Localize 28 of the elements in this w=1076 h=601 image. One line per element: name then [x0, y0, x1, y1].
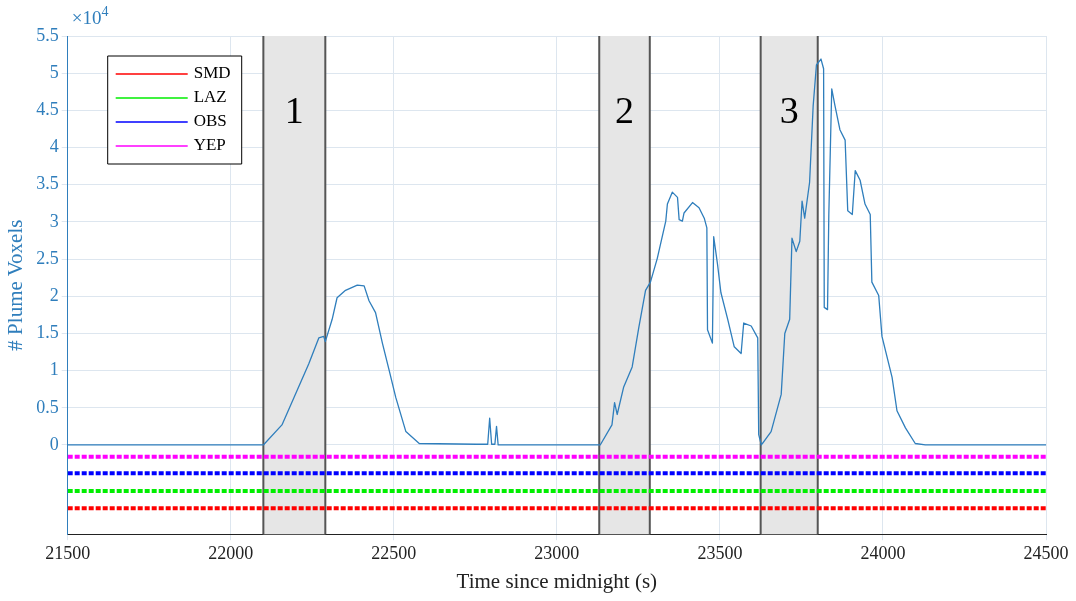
- x-tick-label: 23000: [534, 542, 580, 563]
- x-axis-title: Time since midnight (s): [456, 568, 658, 593]
- y-tick-label: 1: [49, 359, 59, 380]
- y-tick-label: 5: [49, 61, 59, 82]
- y-tick-label: 4: [49, 136, 59, 157]
- y-tick-label: 2: [49, 284, 59, 305]
- band-label: 3: [779, 88, 799, 131]
- x-tick-label: 24000: [860, 542, 906, 563]
- x-tick-label: 24500: [1023, 542, 1069, 563]
- y-tick-label: 3: [49, 210, 59, 231]
- y-tick-label: 3.5: [36, 173, 59, 194]
- legend-label: OBS: [193, 111, 227, 131]
- x-tick-label: 22000: [208, 542, 254, 563]
- legend-label: SMD: [193, 63, 231, 83]
- y-tick-label: 4.5: [36, 99, 59, 120]
- x-tick-label: 23500: [697, 542, 743, 563]
- x-tick-label: 21500: [45, 542, 91, 563]
- x-tick-label: 22500: [371, 542, 417, 563]
- band-label: 1: [284, 88, 304, 131]
- legend-label: YEP: [193, 135, 226, 155]
- band-label: 2: [615, 88, 635, 131]
- y-tick-label: 0: [49, 433, 59, 454]
- y-axis-title: # Plume Voxels: [3, 219, 28, 351]
- y-tick-label: 5.5: [36, 24, 59, 45]
- legend-label: LAZ: [193, 87, 227, 107]
- y-tick-label: 0.5: [36, 396, 59, 417]
- y-tick-label: 1.5: [36, 322, 59, 343]
- y-tick-label: 2.5: [36, 247, 59, 268]
